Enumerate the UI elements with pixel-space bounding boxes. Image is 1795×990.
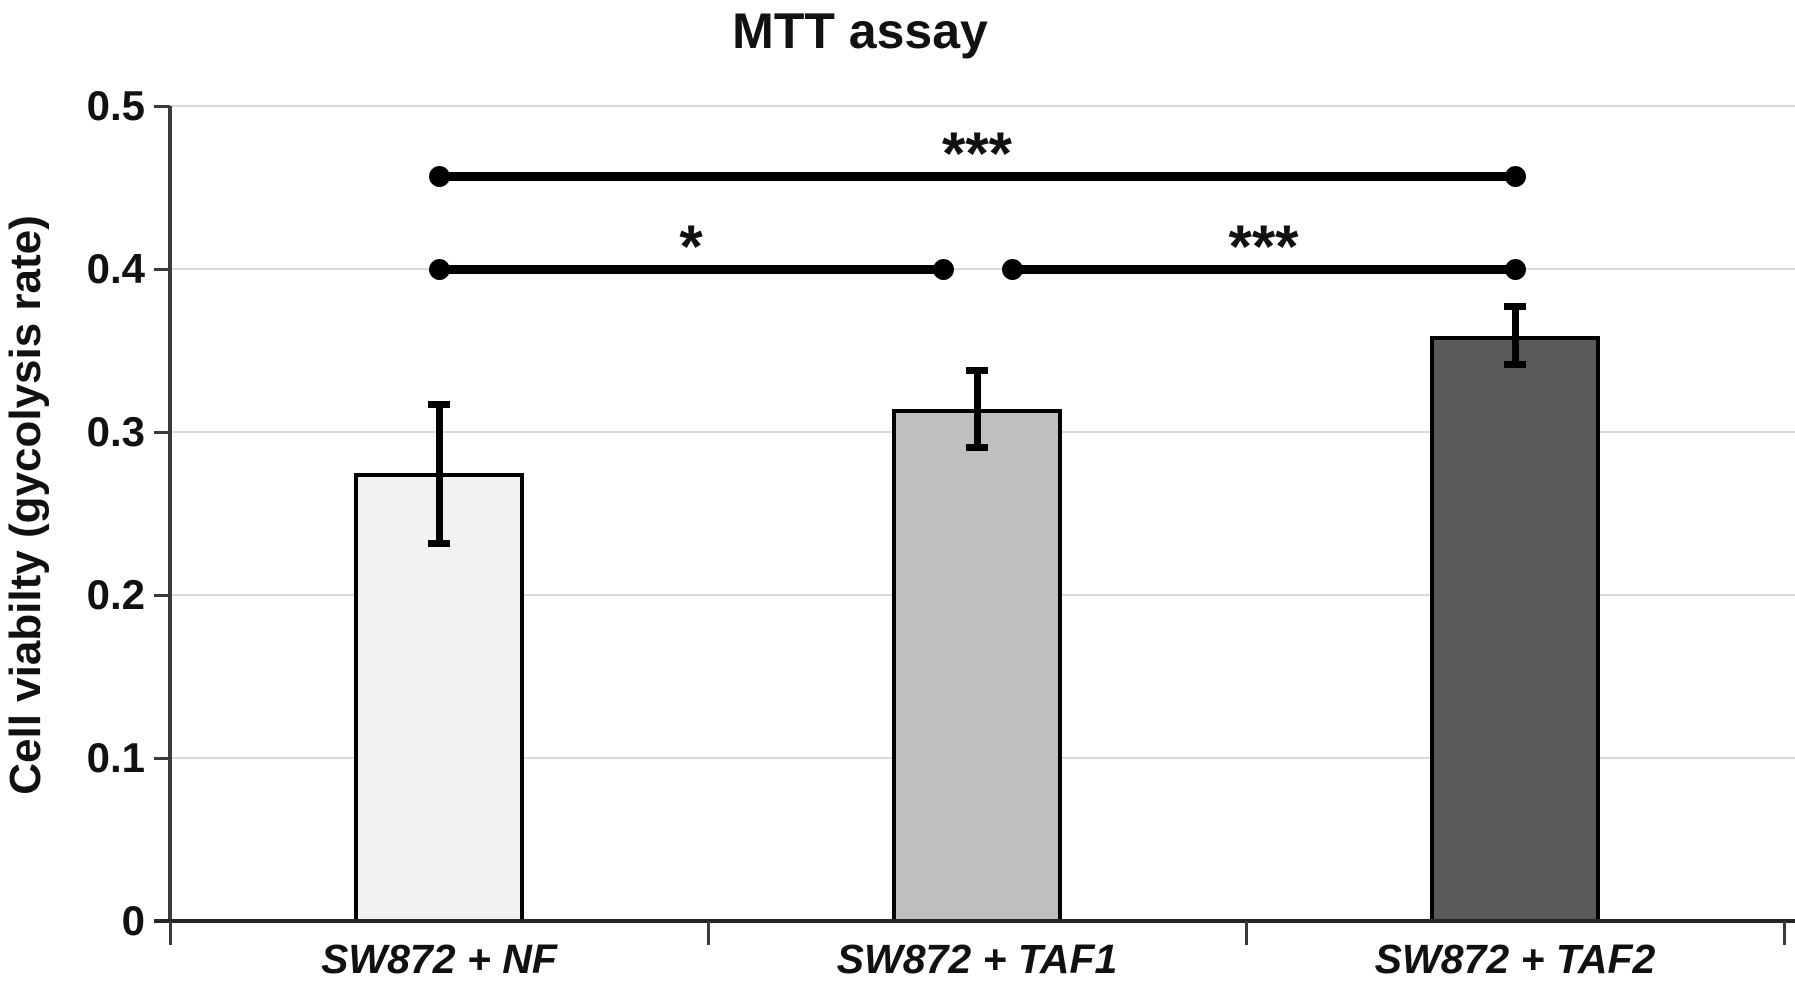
y-tick-3 (154, 593, 170, 597)
error-bar-cap-upper-1 (428, 401, 450, 409)
x-axis-line (154, 919, 1795, 923)
error-bar-line-2 (973, 370, 981, 447)
significance-line-3 (1012, 264, 1515, 274)
x-category-label-3: SW872 + TAF2 (1374, 936, 1656, 982)
x-tick-3 (1244, 921, 1248, 945)
significance-dot-1-2 (1504, 165, 1526, 187)
y-tick-label-2: 0.1 (86, 734, 145, 781)
y-tick-label-3: 0.2 (86, 571, 145, 618)
bar-3 (1430, 335, 1600, 921)
significance-label-3: *** (1228, 213, 1299, 280)
y-tick-label-5: 0.4 (86, 245, 145, 292)
gridline (170, 105, 1795, 107)
x-category-label-1: SW872 + NF (321, 936, 557, 982)
significance-line-2 (439, 264, 943, 274)
significance-label-1: *** (941, 120, 1013, 188)
significance-dot-2-1 (428, 258, 450, 280)
x-category-label-2: SW872 + TAF1 (836, 936, 1118, 982)
y-axis-line (168, 106, 172, 921)
significance-dot-1-1 (428, 165, 450, 187)
x-tick-1 (168, 921, 172, 945)
error-bar-line-1 (435, 404, 443, 543)
y-tick-2 (154, 756, 170, 760)
error-bar-cap-upper-3 (1504, 303, 1526, 311)
significance-label-2: * (679, 213, 703, 280)
error-bar-cap-lower-2 (966, 443, 988, 451)
significance-line-1 (439, 171, 1515, 181)
x-tick-4 (1782, 921, 1786, 945)
chart-title: MTT assay (732, 3, 988, 59)
y-tick-label-1: 0 (121, 897, 145, 944)
x-tick-2 (706, 921, 710, 945)
error-bar-cap-lower-3 (1504, 360, 1526, 368)
y-tick-4 (154, 430, 170, 434)
y-tick-label-6: 0.5 (86, 82, 145, 129)
y-tick-5 (154, 267, 170, 271)
significance-dot-3-2 (1504, 258, 1526, 280)
bar-2 (892, 409, 1062, 921)
error-bar-cap-upper-2 (966, 367, 988, 375)
y-tick-label-4: 0.3 (86, 408, 145, 455)
error-bar-cap-lower-1 (428, 539, 450, 547)
significance-dot-2-2 (932, 258, 954, 280)
significance-dot-3-1 (1001, 258, 1023, 280)
y-tick-6 (154, 104, 170, 108)
error-bar-line-3 (1511, 306, 1519, 364)
bar-1 (354, 472, 524, 921)
gridline (170, 268, 1795, 270)
